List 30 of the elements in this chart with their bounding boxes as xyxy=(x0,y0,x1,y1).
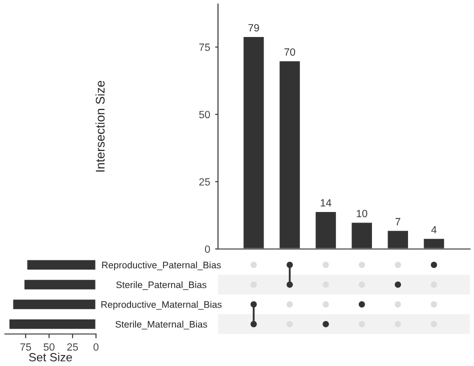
data-label: 14 xyxy=(320,199,332,206)
y-tick-label: Sterile_Paternal_Bias xyxy=(116,281,206,290)
bar xyxy=(8,318,96,330)
bar xyxy=(422,238,446,249)
x-tick-label: 25 xyxy=(67,343,78,351)
bar xyxy=(278,60,302,249)
x-tick-label: 0 xyxy=(94,343,98,351)
y-tick-label: 0 xyxy=(204,246,210,253)
y-tick-label: Reproductive_Paternal_Bias xyxy=(102,261,221,270)
bar xyxy=(23,278,96,291)
bar xyxy=(26,258,96,271)
y-tick-label: 75 xyxy=(199,44,210,51)
y-tick-label: Sterile_Maternal_Bias xyxy=(116,320,208,330)
data-label: 10 xyxy=(356,210,368,218)
x-tick-label: 50 xyxy=(44,343,54,351)
x-axis-title: Set Size xyxy=(29,352,72,362)
y-axis-title: Intersection Size xyxy=(95,80,105,172)
bar xyxy=(386,229,410,249)
data-label: 79 xyxy=(248,24,259,32)
y-tick-label: 25 xyxy=(199,178,210,186)
bar xyxy=(350,221,374,249)
bar xyxy=(314,210,338,249)
data-label: 4 xyxy=(431,226,437,234)
y-tick-label: 50 xyxy=(199,110,210,118)
bar xyxy=(12,298,96,310)
y-tick-label: Reproductive_Maternal_Bias xyxy=(101,300,222,310)
data-label: 70 xyxy=(284,48,296,56)
bar xyxy=(242,36,266,249)
x-tick-label: 75 xyxy=(20,343,31,351)
data-label: 7 xyxy=(396,218,400,226)
